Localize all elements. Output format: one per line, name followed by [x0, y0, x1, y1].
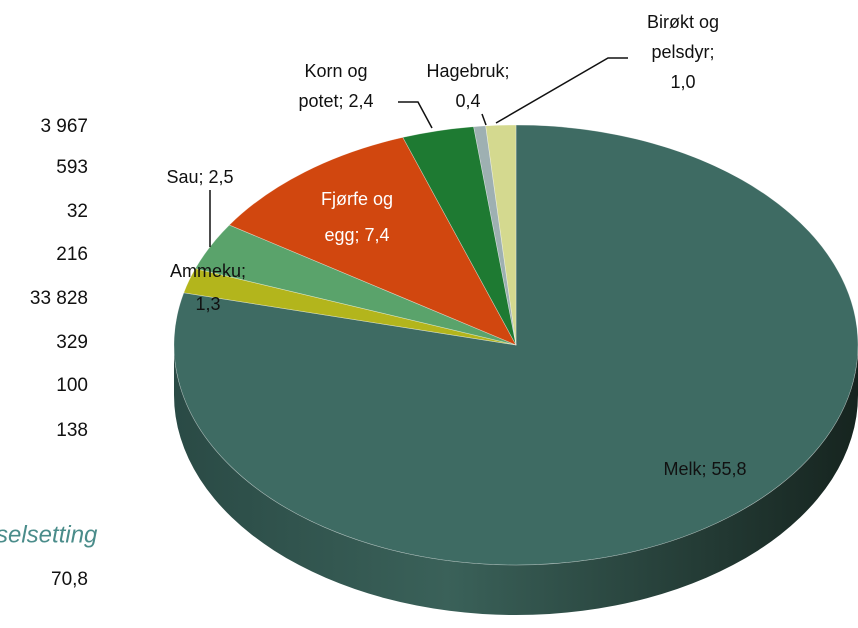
data-label: pelsdyr; — [651, 42, 714, 62]
table-heading: selsetting — [0, 521, 98, 548]
table-cell: 100 — [56, 375, 88, 396]
data-label: 0,4 — [455, 91, 480, 111]
table-cell: 593 — [56, 157, 88, 178]
slice-side — [174, 345, 858, 615]
table-cell: 216 — [56, 244, 88, 265]
data-label: Hagebruk; — [426, 61, 509, 81]
leader-line — [398, 101, 433, 129]
data-label: Sau; 2,5 — [166, 167, 233, 187]
table-cell: 33 828 — [30, 288, 88, 309]
table-cell: 138 — [56, 420, 88, 441]
data-label: Fjørfe og — [321, 189, 393, 209]
data-label: egg; 7,4 — [324, 225, 389, 245]
table-cell: 329 — [56, 332, 88, 353]
pie: Melk; 55,8 Ammeku; 1,3 Sau; 2,5 Fjørfe og egg… — [166, 12, 858, 615]
data-label: Birøkt og — [647, 12, 719, 32]
data-label: Ammeku; — [170, 261, 246, 281]
slice — [228, 137, 517, 346]
table-total: 70,8 — [51, 569, 88, 590]
table-cell: 3 967 — [40, 116, 88, 137]
data-label: potet; 2,4 — [298, 91, 373, 111]
data-label: Korn og — [304, 61, 367, 81]
data-label: 1,3 — [195, 294, 220, 314]
data-label: 1,0 — [670, 72, 695, 92]
leader-line — [495, 57, 628, 124]
table-cell: 32 — [67, 201, 88, 222]
data-label: Melk; 55,8 — [663, 459, 746, 479]
slice — [485, 124, 517, 346]
leader-line — [481, 113, 487, 126]
